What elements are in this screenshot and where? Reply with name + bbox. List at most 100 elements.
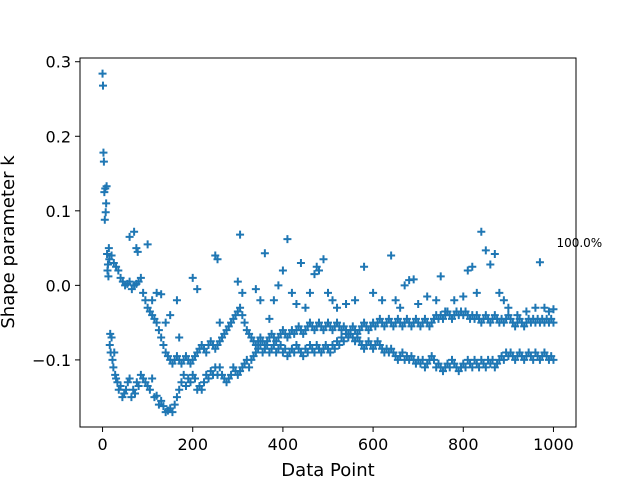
data-point-marker [148,374,157,383]
data-point-marker [328,296,337,305]
data-point-marker [378,296,387,305]
data-point-marker [429,355,438,364]
data-point-marker [227,370,236,379]
data-point-marker [314,266,323,275]
data-point-marker [432,296,441,305]
data-point-marker [549,318,558,327]
data-point-marker [486,260,495,269]
data-point-marker [423,292,432,301]
data-point-marker [157,396,166,405]
data-point-marker [274,281,283,290]
data-point-marker [335,341,344,349]
data-point-marker [108,355,117,364]
data-point-marker [104,244,113,253]
data-point-marker [299,352,308,361]
data-point-marker [200,378,208,387]
data-point-marker [186,378,195,387]
data-point-marker [475,363,484,372]
data-point-marker [136,273,145,282]
data-point-marker [175,385,184,394]
data-point-marker [131,389,140,398]
x-tick-label: 400 [268,435,299,454]
data-point-marker [296,259,305,267]
data-point-marker [360,262,369,271]
data-point-marker [490,250,499,259]
data-point-marker [134,382,143,390]
data-point-marker [130,227,139,236]
data-point-marker [106,329,115,338]
data-point-marker [436,272,445,281]
data-point-marker [477,227,486,236]
y-tick-label: 0.2 [46,127,71,146]
data-point-marker [256,296,265,305]
data-point-marker [157,333,166,342]
x-axis-ticks: 0 200 400 600 800 1000 [97,427,574,454]
data-point-marker [159,341,168,349]
data-point-marker [105,341,114,349]
data-point-marker [103,260,112,269]
data-point-marker [179,370,188,379]
data-point-marker [287,288,296,297]
data-point-marker [369,288,378,297]
percentage-annotation: 100.0% [556,236,602,250]
data-point-marker [540,303,549,312]
data-point-marker [193,285,202,294]
data-point-marker [310,270,319,279]
data-point-marker [152,391,161,400]
data-point-marker [170,400,179,409]
data-point-marker [278,266,287,275]
data-point-marker [141,296,150,305]
data-point-marker [161,318,170,327]
data-point-marker [145,385,154,394]
data-point-marker [481,363,490,372]
data-point-marker [104,272,113,281]
data-point-marker [99,157,108,166]
data-point-marker [281,344,290,353]
data-point-marker [107,251,116,260]
y-tick-label: 0.3 [46,53,71,72]
data-point-marker [495,288,504,297]
data-point-marker [522,307,531,316]
data-point-marker [102,199,111,208]
data-point-marker [238,311,247,320]
data-point-marker [251,285,260,294]
data-point-marker [125,374,134,383]
data-point-marker [310,348,319,357]
data-point-marker [351,296,360,305]
data-point-marker [459,292,468,301]
data-point-marker [139,288,148,297]
y-tick-label: 0.0 [46,276,71,295]
data-point-marker [529,355,538,364]
data-point-marker [188,273,197,282]
data-point-marker [166,311,175,320]
data-point-marker [112,374,121,383]
data-point-marker [109,363,118,372]
data-point-marker [102,182,111,191]
data-point-marker [215,363,224,372]
data-point-marker [103,250,112,259]
data-point-marker [215,318,224,327]
data-point-marker [152,318,161,327]
data-point-marker [133,247,142,256]
data-point-marker [143,240,152,249]
data-point-marker [441,307,450,316]
data-point-marker [504,303,513,312]
data-point-marker [157,290,166,299]
data-point-marker [549,355,558,364]
data-point-marker [549,305,558,314]
data-point-marker [544,307,553,316]
data-point-marker [125,277,134,286]
y-tick-label: −0.1 [32,351,71,370]
data-point-marker [100,215,109,224]
data-point-marker [468,363,477,372]
data-point-marker [391,296,400,305]
data-point-marker [181,382,190,390]
data-point-marker [283,235,292,244]
data-point-marker [461,363,470,372]
data-point-marker [488,355,497,364]
x-tick-label: 600 [358,435,389,454]
data-point-marker [204,374,213,383]
data-point-marker [101,208,110,217]
data-point-marker [98,69,107,78]
